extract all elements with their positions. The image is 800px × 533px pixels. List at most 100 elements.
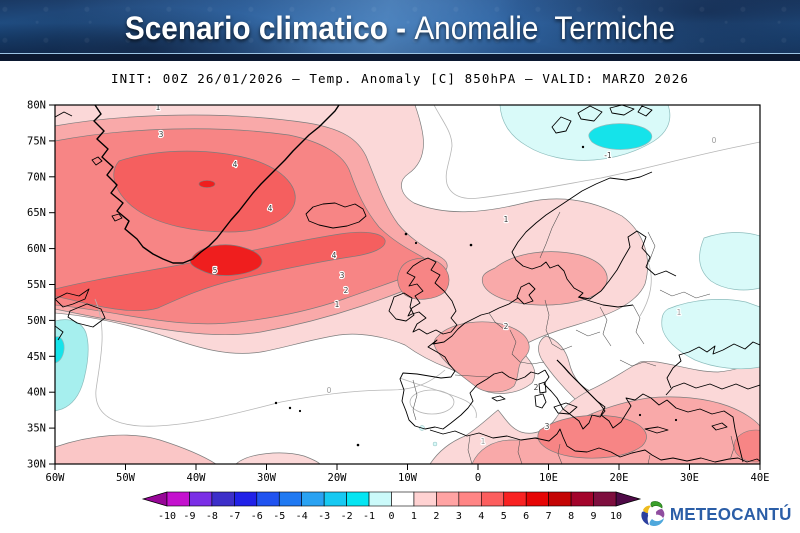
lon-tick-label: 20W xyxy=(328,472,348,484)
contour-label: 4 xyxy=(268,204,273,213)
country-borders xyxy=(412,211,735,464)
lat-tick-label: 65N xyxy=(27,207,46,219)
colorbar-tick-label: 0 xyxy=(388,511,394,522)
colorbar-tick-label: -3 xyxy=(318,511,330,522)
colorbar-tick-label: 4 xyxy=(478,511,484,522)
colorbar-tick-label: 5 xyxy=(501,511,507,522)
coastline-mediterranean-islands xyxy=(491,381,728,434)
contour-label: 1 xyxy=(481,437,486,446)
brand-logo: METEOCANTÚ xyxy=(636,497,796,531)
colorbar-tick-label: 1 xyxy=(411,511,417,522)
coastline-black-sea xyxy=(665,341,760,396)
contour-label: 4 xyxy=(233,160,238,169)
coastline-north-africa xyxy=(429,428,760,463)
colorbar-tick-label: -4 xyxy=(296,511,308,522)
lon-tick-label: 40W xyxy=(187,472,207,484)
colorbar-segment xyxy=(570,491,594,507)
contour-label: 1 xyxy=(504,215,509,224)
colorbar-tick-label: -9 xyxy=(183,511,195,522)
colorbar-tick-label: -8 xyxy=(206,511,218,522)
title-banner: Scenario climatico - Anomalie Termiche xyxy=(0,0,800,61)
anomaly-cold-black-sea xyxy=(661,299,760,370)
coastline-turkey-levant xyxy=(666,399,744,463)
zero-contour-atlantic xyxy=(94,298,446,427)
lat-tick-label: 50N xyxy=(27,315,46,327)
colorbar-segment xyxy=(346,491,370,507)
coastline-greenland xyxy=(93,105,340,264)
colorbar-tick-label: 6 xyxy=(523,511,529,522)
colorbar-tick-label: 10 xyxy=(610,511,622,522)
colorbar-segment xyxy=(436,491,460,507)
contour-label: 3 xyxy=(159,130,164,139)
lon-tick-label: 30W xyxy=(257,472,277,484)
colorbar-tick-label: 3 xyxy=(456,511,462,522)
coastline-iceland xyxy=(305,202,367,229)
colorbar-segment xyxy=(166,491,190,507)
contour-label: 1 xyxy=(156,103,161,112)
page-title: Scenario climatico - Anomalie Termiche xyxy=(28,0,772,54)
cold-anomaly-shading xyxy=(55,105,760,447)
colorbar-tick-label: 9 xyxy=(591,511,597,522)
colorbar-segment xyxy=(525,491,549,507)
anomaly-warm-3-libya-core xyxy=(537,414,647,459)
colorbar-tick-label: 8 xyxy=(568,511,574,522)
lon-tick-label: 60W xyxy=(46,472,66,484)
colorbar-tick-label: -2 xyxy=(341,511,353,522)
coastline-svalbard xyxy=(551,105,653,134)
zero-contour-iberia xyxy=(399,377,477,419)
contour-label: 1 xyxy=(677,308,682,317)
lat-tick-label: 75N xyxy=(27,135,46,147)
anomaly-warm-4-greenland-core xyxy=(113,150,296,233)
contour-label: 3 xyxy=(545,422,550,431)
contour-label: 1 xyxy=(335,300,340,309)
coastline-greenland-islets xyxy=(55,111,123,222)
colorbar-segment xyxy=(391,491,415,507)
zero-contour-iberia-loop xyxy=(409,389,455,415)
lon-tick-label: 30E xyxy=(680,472,699,484)
lat-tick-label: 35N xyxy=(27,423,46,435)
lat-tick-label: 40N xyxy=(27,387,46,399)
colorbar-tick-label: 7 xyxy=(546,511,552,522)
contour-label: 2 xyxy=(504,322,509,331)
lat-tick-label: 80N xyxy=(27,100,46,112)
anomaly-cold-nova-scotia xyxy=(55,319,89,412)
brand-logo-text: METEOCANTÚ xyxy=(669,503,792,524)
colorbar-legend: -10 -9 -8 -7 -6 -5 -4 -3 -2 -1 0 1 2 3 4 5 6 7 8 9 10 xyxy=(141,491,642,522)
anomaly-warm-1-southwest-corner xyxy=(55,434,217,464)
anomaly-warm-1-south-bump xyxy=(235,452,321,464)
anomaly-warm-5-greenland-spot xyxy=(198,180,216,188)
colorbar-left-arrow xyxy=(141,491,168,507)
lon-tick-label: 20E xyxy=(610,472,629,484)
coastlines xyxy=(55,105,760,463)
contour-label: 0 xyxy=(327,386,332,395)
colorbar-segment xyxy=(593,491,617,507)
colorbar-segment xyxy=(256,491,280,507)
colorbar-segment xyxy=(301,491,325,507)
anomaly-cold-morocco-dot2 xyxy=(432,441,438,447)
colorbar-tick-label: 2 xyxy=(433,511,439,522)
contour-label: 4 xyxy=(332,251,337,260)
lon-tick-label: 0 xyxy=(475,472,481,484)
colorbar-tick-label: -10 xyxy=(158,511,176,522)
page-title-dash: - xyxy=(387,10,415,46)
brand-logo-icon xyxy=(641,501,665,527)
colorbar-segment xyxy=(548,491,572,507)
colorbar-segment xyxy=(278,491,303,507)
contour-label: 0 xyxy=(712,136,717,145)
lon-tick-label: 10E xyxy=(539,472,558,484)
colorbar-segment xyxy=(368,491,392,507)
colorbar-segment xyxy=(413,491,437,507)
contour-label: -1 xyxy=(604,151,612,160)
coastline-nova-scotia xyxy=(55,288,106,341)
contour-label: 2 xyxy=(344,286,349,295)
lat-tick-label: 60N xyxy=(27,243,46,255)
colorbar-segment xyxy=(211,491,235,507)
anomaly-cold-svalbard-core xyxy=(588,123,652,150)
anomaly-cold-northeast-russia xyxy=(699,232,760,291)
colorbar-tick-label: -7 xyxy=(228,511,240,522)
contour-label: 5 xyxy=(213,266,218,275)
